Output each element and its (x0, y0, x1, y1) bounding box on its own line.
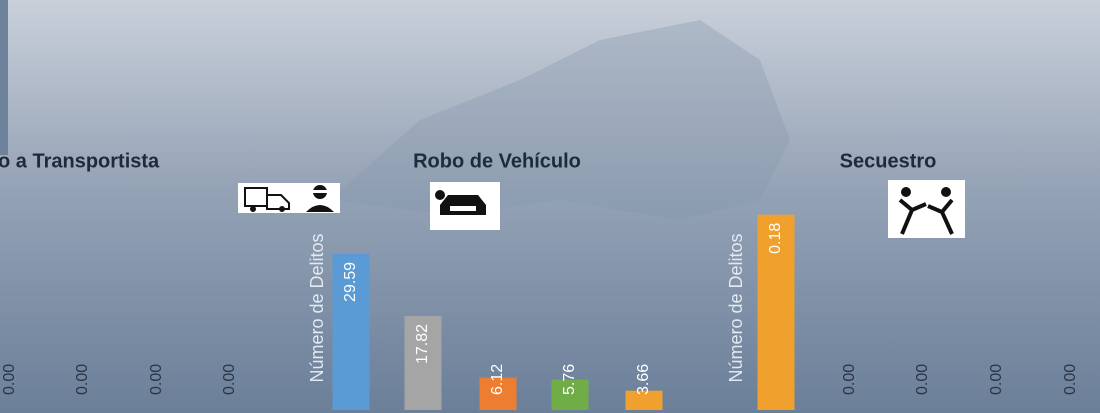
value-label: 0.18 (767, 223, 784, 254)
value-label: 6.12 (489, 364, 506, 395)
robber-icon (300, 183, 340, 213)
side-strip (0, 0, 8, 155)
bar (479, 377, 517, 410)
value-label: 29.59 (342, 262, 359, 302)
y-axis-title: Número de Delitos (726, 233, 746, 382)
y-axis-title: Número de Delitos (307, 233, 327, 382)
bar (551, 379, 589, 410)
value-label: 0.00 (74, 364, 91, 395)
bar (757, 214, 795, 410)
value-label: 0.00 (988, 364, 1005, 395)
value-label: 0.00 (841, 364, 858, 395)
value-label: 5.76 (561, 364, 578, 395)
value-label: 0.00 (148, 364, 165, 395)
bar (332, 253, 370, 410)
bar (404, 315, 442, 410)
value-label: 3.66 (635, 364, 652, 395)
chart-title: o a Transportista (0, 150, 160, 172)
value-label: 0.00 (221, 364, 238, 395)
kidnap-icon (888, 180, 965, 238)
truck-icon (238, 183, 300, 213)
chart-title: Secuestro (840, 150, 937, 172)
value-label: 0.00 (1, 364, 18, 395)
bar (625, 390, 663, 410)
map-silhouette (330, 20, 790, 220)
car-icon (430, 182, 500, 230)
value-label: 0.00 (914, 364, 931, 395)
value-label: 17.82 (414, 324, 431, 364)
value-label: 0.00 (1062, 364, 1079, 395)
chart-title: Robo de Vehículo (413, 150, 581, 172)
